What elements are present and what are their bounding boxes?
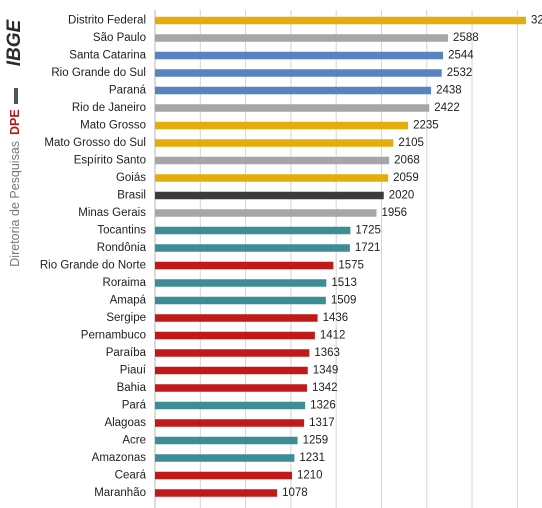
category-label: Santa Catarina bbox=[69, 50, 146, 62]
category-label: Rio Grande do Norte bbox=[40, 260, 146, 272]
data-label: 2059 bbox=[393, 172, 419, 184]
data-label: 1509 bbox=[331, 295, 357, 307]
data-label: 2532 bbox=[447, 67, 473, 79]
data-label: 1231 bbox=[299, 452, 325, 464]
bar bbox=[155, 121, 409, 130]
category-label: Rondônia bbox=[97, 242, 147, 254]
category-label: Rio Grande do Sul bbox=[51, 67, 146, 79]
category-label: Mato Grosso bbox=[80, 120, 146, 132]
data-label: 2068 bbox=[394, 155, 420, 167]
bar bbox=[155, 366, 308, 375]
category-label: Pernambuco bbox=[81, 330, 146, 342]
bar bbox=[155, 34, 449, 42]
bar bbox=[155, 471, 293, 480]
bar bbox=[155, 209, 377, 217]
data-label: 1342 bbox=[312, 382, 338, 394]
sidebar-divider bbox=[14, 88, 18, 104]
data-label: 1513 bbox=[331, 277, 357, 289]
data-label: 1210 bbox=[297, 470, 323, 482]
bar bbox=[155, 454, 295, 462]
bar bbox=[155, 156, 390, 165]
data-label: 2422 bbox=[434, 102, 460, 114]
bar bbox=[155, 16, 526, 25]
category-label: Espírito Santo bbox=[74, 155, 146, 167]
data-label: 1259 bbox=[303, 435, 329, 447]
category-label: Piauí bbox=[120, 365, 147, 377]
category-label: Amazonas bbox=[92, 452, 147, 464]
data-label: 1575 bbox=[338, 260, 364, 272]
data-label: 1363 bbox=[314, 347, 340, 359]
data-label: 2544 bbox=[448, 50, 474, 62]
bar bbox=[155, 349, 310, 357]
bar bbox=[155, 69, 442, 77]
bar bbox=[155, 314, 318, 322]
data-label: 2020 bbox=[389, 190, 415, 202]
category-label: Bahia bbox=[117, 382, 147, 394]
bar bbox=[155, 86, 432, 95]
data-label: 3276 bbox=[531, 15, 542, 27]
bar bbox=[155, 191, 384, 200]
category-label: São Paulo bbox=[93, 32, 146, 44]
bar bbox=[155, 489, 278, 497]
bar bbox=[155, 139, 394, 147]
category-label: Rio de Janeiro bbox=[72, 102, 146, 114]
category-label: Sergipe bbox=[106, 312, 146, 324]
bar bbox=[155, 174, 389, 182]
category-label: Distrito Federal bbox=[68, 15, 146, 27]
data-label: 2235 bbox=[413, 120, 439, 132]
data-label: 1412 bbox=[320, 330, 346, 342]
category-label: Tocantins bbox=[97, 225, 146, 237]
bar bbox=[155, 279, 327, 287]
data-label: 2588 bbox=[453, 32, 479, 44]
bar bbox=[155, 104, 430, 112]
bar bbox=[155, 244, 350, 252]
data-label: 1725 bbox=[355, 225, 381, 237]
category-label: Alagoas bbox=[104, 417, 146, 429]
data-label: 1956 bbox=[381, 207, 407, 219]
data-label: 2438 bbox=[436, 85, 462, 97]
bar bbox=[155, 51, 444, 60]
category-label: Goiás bbox=[116, 172, 146, 184]
category-label: Acre bbox=[122, 435, 146, 447]
bar bbox=[155, 436, 298, 445]
bar bbox=[155, 384, 307, 392]
category-label: Paraíba bbox=[106, 347, 147, 359]
category-label: Roraima bbox=[103, 277, 147, 289]
data-label: 1326 bbox=[310, 400, 336, 412]
sidebar: IBGE Diretoria de PesquisasDPE bbox=[0, 0, 30, 508]
data-label: 1349 bbox=[313, 365, 339, 377]
data-label: 2105 bbox=[398, 137, 424, 149]
bar bbox=[155, 331, 315, 340]
data-label: 1317 bbox=[309, 417, 335, 429]
bar bbox=[155, 226, 351, 235]
category-label: Paraná bbox=[109, 85, 147, 97]
bar bbox=[155, 401, 306, 410]
category-label: Brasil bbox=[117, 190, 146, 202]
data-label: 1436 bbox=[323, 312, 349, 324]
bar bbox=[155, 261, 334, 270]
data-label: 1078 bbox=[282, 487, 308, 499]
bar bbox=[155, 296, 326, 305]
category-label: Maranhão bbox=[94, 487, 146, 499]
category-label: Minas Gerais bbox=[78, 207, 146, 219]
data-label: 1721 bbox=[355, 242, 381, 254]
category-label: Amapá bbox=[110, 295, 147, 307]
category-label: Ceará bbox=[115, 470, 147, 482]
category-label: Mato Grosso do Sul bbox=[44, 137, 146, 149]
bar bbox=[155, 419, 305, 427]
category-label: Pará bbox=[122, 400, 147, 412]
